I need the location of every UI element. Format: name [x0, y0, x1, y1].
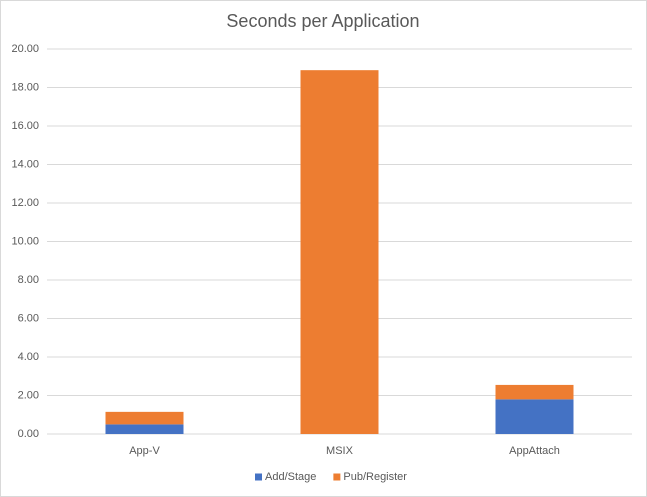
- x-tick-label: AppAttach: [509, 445, 560, 457]
- y-tick-label: 4.00: [18, 351, 39, 363]
- y-tick-label: 18.00: [11, 81, 39, 93]
- bar-segment: [495, 384, 574, 400]
- legend-label: Pub/Register: [343, 471, 407, 483]
- y-tick-label: 12.00: [11, 197, 39, 209]
- legend-label: Add/Stage: [265, 471, 316, 483]
- y-tick-label: 16.00: [11, 120, 39, 132]
- legend-swatch: [255, 473, 262, 481]
- x-tick-label: MSIX: [326, 445, 354, 457]
- y-tick-label: 6.00: [18, 312, 39, 324]
- y-tick-label: 10.00: [11, 235, 39, 247]
- y-tick-label: 2.00: [18, 389, 39, 401]
- y-tick-label: 20.00: [11, 43, 39, 55]
- bar-segment: [105, 411, 184, 425]
- y-tick-label: 8.00: [18, 274, 39, 286]
- chart-title: Seconds per Application: [226, 11, 419, 31]
- bar-segment: [105, 424, 184, 434]
- y-tick-label: 0.00: [18, 428, 39, 440]
- legend-swatch: [333, 473, 341, 481]
- x-tick-label: App-V: [129, 445, 160, 457]
- bar-segment: [495, 399, 574, 434]
- y-tick-label: 14.00: [11, 158, 39, 170]
- bar-segment: [300, 70, 379, 435]
